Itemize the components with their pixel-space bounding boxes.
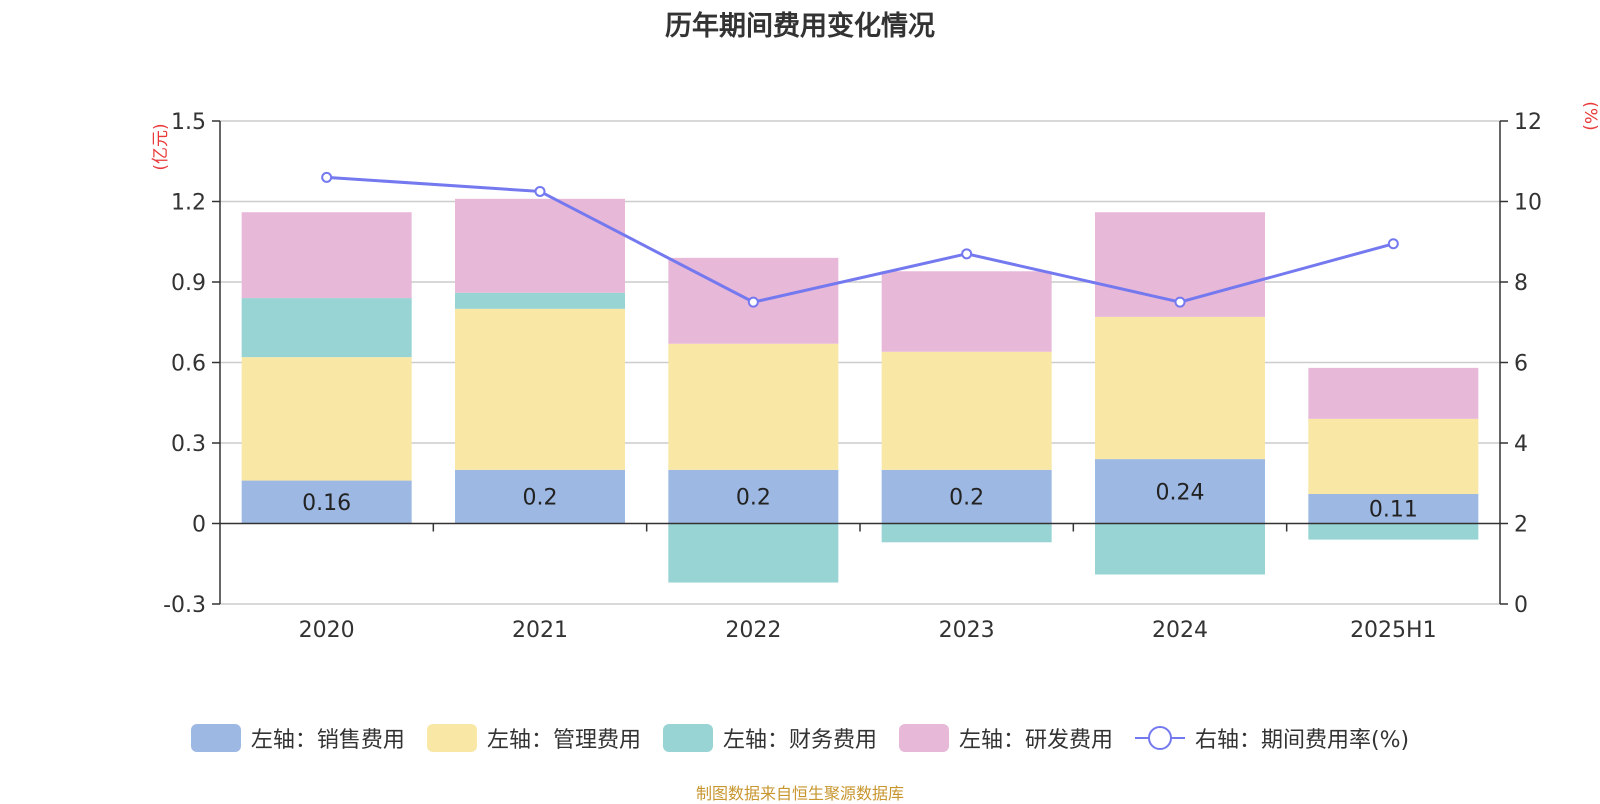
bar-segment [881,351,1052,470]
legend-label-rnd: 左轴：研发费用 [958,728,1113,753]
source-note: 制图数据来自恒生聚源数据库 [695,784,904,803]
x-axis-tick-label: 2023 [939,618,995,643]
left-axis-tick-label: 0.9 [171,271,206,296]
right-axis-tick-label: 8 [1514,271,1528,296]
bar-segment [455,469,625,524]
legend-swatch-sales [190,724,241,752]
x-axis-tick-label: 2024 [1152,618,1208,643]
bar-segment [881,469,1052,524]
left-axis-tick-label: 1.5 [171,110,206,135]
left-axis-tick-label: 1.2 [171,191,206,216]
left-axis-tick-label: 0.6 [171,352,206,377]
left-axis-tick-label: 0.3 [171,432,206,457]
x-axis-tick-label: 2025H1 [1350,618,1437,643]
legend-line-marker-icon [1134,726,1185,750]
right-axis-tick-label: 6 [1514,352,1528,377]
expense-rate-point [1387,238,1399,250]
legend-label-expense-rate: 右轴：期间费用率(%) [1194,728,1410,753]
expense-rate-point [747,296,759,308]
bar-segment [1095,523,1265,575]
bar-segment [668,523,839,583]
bar-segment [668,469,839,524]
legend-label-admin: 左轴：管理费用 [486,728,641,753]
bar-segment [455,308,625,470]
bars-layer [241,198,1479,583]
legend-label-sales: 左轴：销售费用 [250,728,405,753]
left-axis-tick-label: 0 [192,513,206,538]
left-axis-tick-label: -0.3 [163,593,206,618]
right-axis-tick-label: 4 [1514,432,1528,457]
bar-segment [455,292,625,309]
bar-data-label: 0.2 [736,486,771,511]
bar-segment [1308,367,1479,419]
bar-data-label: 0.24 [1156,480,1205,505]
bar-data-label: 0.2 [523,486,558,511]
expense-rate-point [961,248,973,260]
grid-lines [220,120,1500,605]
legend-label-finance: 左轴：财务费用 [722,728,877,753]
x-axis-tick-label: 2022 [725,618,781,643]
legend-swatch-admin [426,724,477,752]
legend-swatch-rnd [898,724,949,752]
bar-segment [241,480,412,524]
bar-data-label: 0.2 [949,486,984,511]
right-axis-tick-label: 2 [1514,513,1528,538]
right-axis-unit: (%) [1580,101,1600,130]
legend-item-expense-rate[interactable]: 右轴：期间费用率(%) [1134,722,1410,754]
bar-segment [241,357,412,481]
legend-swatch-finance [662,724,713,752]
x-axis-tick-label: 2020 [299,618,355,643]
expense-rate-point [534,185,546,197]
legend: 左轴：销售费用 左轴：管理费用 左轴：财务费用 左轴：研发费用 右轴：期间费用率… [0,722,1600,754]
legend-item-finance[interactable]: 左轴：财务费用 [662,722,877,754]
bar-segment [1308,493,1479,524]
line-layer [321,171,1399,308]
chart-title: 历年期间费用变化情况 [665,11,935,42]
right-axis-tick-label: 10 [1514,191,1542,216]
bar-segment [455,198,625,293]
legend-item-admin[interactable]: 左轴：管理费用 [426,722,641,754]
x-axis-tick-label: 2021 [512,618,568,643]
bar-segment [881,271,1052,352]
bar-data-label: 0.11 [1369,498,1418,523]
expense-rate-point [321,171,333,183]
bar-data-label: 0.16 [302,491,351,516]
bar-segment [241,298,412,358]
expense-rate-line [326,175,1394,304]
bar-segment [241,212,412,299]
bar-segment [1095,459,1265,524]
bar-segment [1095,316,1265,460]
right-axis-tick-label: 12 [1514,110,1542,135]
bar-segment [1308,523,1479,540]
left-axis-unit: (亿元) [151,123,171,170]
legend-item-rnd[interactable]: 左轴：研发费用 [898,722,1113,754]
legend-item-sales[interactable]: 左轴：销售费用 [190,722,405,754]
right-axis-tick-label: 0 [1514,593,1528,618]
bar-segment [668,343,839,470]
labels-layer: 0.16 0.2 0.2 0.2 0.24 0.11 [302,480,1418,522]
bar-segment [881,523,1052,543]
expense-rate-point [1174,296,1186,308]
bar-segment [1308,418,1479,494]
